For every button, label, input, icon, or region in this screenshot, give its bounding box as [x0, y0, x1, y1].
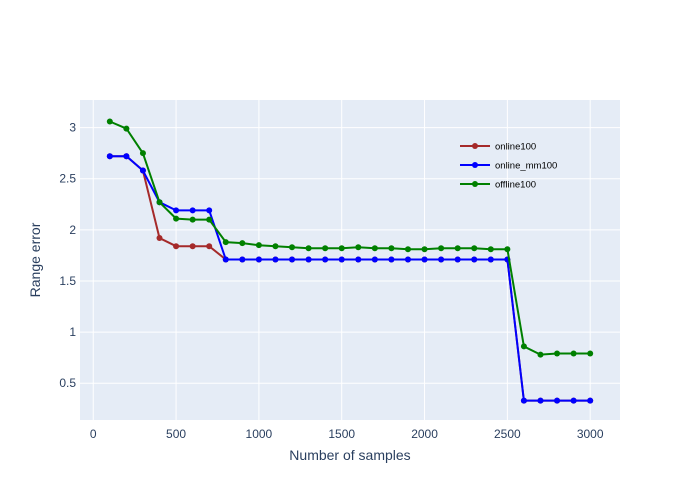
data-point [587, 397, 594, 404]
data-point [289, 256, 296, 263]
x-tick-label: 0 [90, 427, 97, 441]
data-point [487, 256, 494, 263]
data-point [123, 153, 130, 160]
legend[interactable]: online100 online_mm100 offline100 [460, 142, 557, 191]
data-point [371, 256, 378, 263]
legend-marker [472, 162, 478, 168]
series-layer [106, 118, 594, 404]
x-tick-label: 3000 [577, 427, 604, 441]
data-point [106, 118, 113, 125]
data-point [438, 245, 445, 252]
data-point [173, 207, 180, 214]
data-point [404, 256, 411, 263]
y-axis-ticks: 0.5 1 1.5 2 2.5 3 [59, 121, 76, 391]
data-point [206, 243, 213, 250]
data-point [554, 397, 561, 404]
y-tick-label: 1.5 [59, 274, 76, 288]
x-tick-label: 2000 [411, 427, 438, 441]
legend-marker [472, 143, 478, 149]
data-point [487, 246, 494, 253]
data-point [139, 150, 146, 157]
data-point [537, 351, 544, 358]
data-point [206, 216, 213, 223]
legend-label: offline100 [495, 180, 536, 191]
data-point [355, 244, 362, 251]
data-point [471, 245, 478, 252]
data-point [106, 153, 113, 160]
y-axis-title: Range error [27, 222, 43, 297]
y-tick-label: 2.5 [59, 172, 76, 186]
data-point [454, 256, 461, 263]
data-point [139, 167, 146, 174]
data-point [156, 199, 163, 206]
data-point [338, 245, 345, 252]
series-offline100 [106, 118, 594, 358]
data-point [272, 256, 279, 263]
data-point [255, 256, 262, 263]
data-point [388, 245, 395, 252]
x-tick-label: 500 [166, 427, 186, 441]
data-point [305, 245, 312, 252]
data-point [554, 350, 561, 357]
data-point [520, 343, 527, 350]
data-point [255, 242, 262, 249]
y-tick-label: 0.5 [59, 376, 76, 390]
legend-label: online_mm100 [495, 161, 557, 172]
y-tick-label: 1 [69, 325, 76, 339]
data-point [322, 245, 329, 252]
legend-label: online100 [495, 142, 536, 153]
data-point [189, 243, 196, 250]
data-point [206, 207, 213, 214]
data-point [156, 235, 163, 242]
legend-item-offline100[interactable]: offline100 [460, 180, 536, 191]
x-tick-label: 1500 [328, 427, 355, 441]
data-point [189, 207, 196, 214]
data-point [239, 256, 246, 263]
x-axis-title: Number of samples [289, 447, 410, 463]
data-point [338, 256, 345, 263]
data-point [421, 246, 428, 253]
legend-item-online100[interactable]: online100 [460, 142, 536, 153]
x-tick-label: 2500 [494, 427, 521, 441]
data-point [173, 243, 180, 250]
data-point [570, 350, 577, 357]
data-point [305, 256, 312, 263]
data-point [322, 256, 329, 263]
data-point [438, 256, 445, 263]
data-point [421, 256, 428, 263]
data-point [454, 245, 461, 252]
data-point [173, 215, 180, 222]
data-point [222, 256, 229, 263]
data-point [504, 246, 511, 253]
legend-marker [472, 181, 478, 187]
x-axis-ticks: 0 500 1000 1500 2000 2500 3000 [90, 427, 604, 441]
y-tick-label: 2 [69, 223, 76, 237]
data-point [355, 256, 362, 263]
data-point [222, 239, 229, 246]
data-point [404, 246, 411, 253]
data-point [587, 350, 594, 357]
data-point [371, 245, 378, 252]
data-point [520, 397, 527, 404]
data-point [123, 125, 130, 132]
legend-item-online_mm100[interactable]: online_mm100 [460, 161, 557, 172]
data-point [537, 397, 544, 404]
data-point [272, 243, 279, 250]
data-point [239, 240, 246, 247]
data-point [289, 244, 296, 251]
y-tick-label: 3 [69, 121, 76, 135]
x-tick-label: 1000 [246, 427, 273, 441]
data-point [471, 256, 478, 263]
data-point [388, 256, 395, 263]
data-point [189, 216, 196, 223]
data-point [570, 397, 577, 404]
